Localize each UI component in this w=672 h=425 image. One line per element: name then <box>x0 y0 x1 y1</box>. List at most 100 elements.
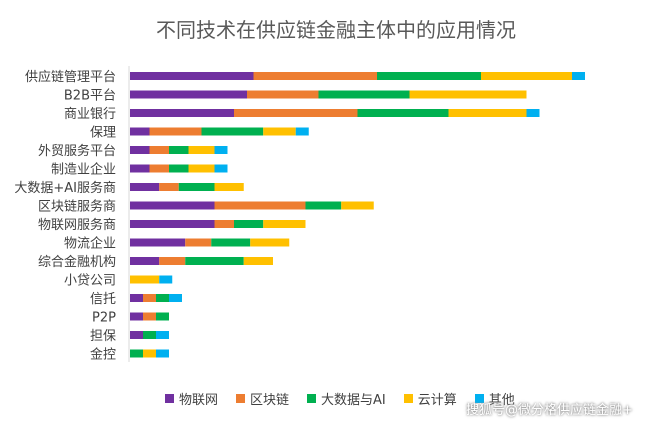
legend: 物联网 区块链 大数据与AI 云计算 其他 <box>165 389 515 408</box>
category-label: B2B平台 <box>64 89 116 104</box>
bar-segment <box>263 127 296 136</box>
bar-segment <box>130 90 247 99</box>
bar-segment <box>214 164 228 173</box>
bar-segment <box>130 331 143 339</box>
bar-segment <box>295 127 309 136</box>
bars-group <box>130 72 585 358</box>
category-label: 大数据+AI服务商 <box>14 180 116 196</box>
bar-segment <box>130 164 150 173</box>
legend-swatch <box>307 394 317 403</box>
legend-item: 物联网 <box>165 389 218 408</box>
category-label: 区块链服务商 <box>38 199 116 215</box>
bar-segment <box>448 109 527 117</box>
category-labels: 供应链管理平台 B2B平台商业银行保理外贸服务平台制造业企业大数据+AI服务商区块… <box>14 69 116 363</box>
bar-segment <box>143 331 156 339</box>
legend-swatch <box>403 394 413 403</box>
bar-segment <box>572 72 585 80</box>
bar-segment <box>409 90 527 99</box>
category-label: 商业银行 <box>64 107 116 122</box>
bar-segment <box>149 127 202 136</box>
bar-segment <box>169 146 189 154</box>
category-label: 信托 <box>90 292 116 307</box>
bar-segment <box>159 275 173 284</box>
bar-segment <box>130 238 186 247</box>
bar-segment <box>159 183 179 191</box>
chart-title: 不同技术在供应链金融主体中的应用情况 <box>156 18 516 42</box>
category-label: 小贷公司 <box>64 274 116 289</box>
category-label: 担保 <box>90 329 116 344</box>
bar-segment <box>526 109 540 117</box>
bar-segment <box>234 109 358 117</box>
category-label: 物流企业 <box>64 236 116 252</box>
bar-segment <box>143 349 156 358</box>
bar-segment <box>263 220 306 228</box>
bar-segment <box>214 146 228 154</box>
bar-segment <box>188 146 215 154</box>
bar-segment <box>130 109 234 117</box>
bar-segment <box>130 220 215 228</box>
bar-segment <box>149 146 169 154</box>
bar-segment <box>214 201 306 210</box>
bar-segment <box>234 220 264 228</box>
bar-segment <box>201 127 264 136</box>
legend-item: 大数据与AI <box>307 389 386 408</box>
legend-label: 区块链 <box>250 393 290 408</box>
legend-item: 区块链 <box>236 389 289 408</box>
category-label: 制造业企业 <box>51 162 116 178</box>
legend-label: 云计算 <box>417 393 457 408</box>
legend-swatch <box>236 394 246 403</box>
legend-item: 云计算 <box>403 389 457 408</box>
bar-segment <box>143 312 156 321</box>
category-label: 物联网服务商 <box>38 217 116 233</box>
bar-segment <box>156 294 169 302</box>
bar-segment <box>169 164 189 173</box>
bar-segment <box>130 127 150 136</box>
legend-label: 物联网 <box>179 393 219 408</box>
bar-segment <box>243 257 273 265</box>
legend-item: 其他 <box>474 389 515 408</box>
watermark: 搜狐号@微分格供应链金融+ <box>466 403 633 418</box>
bar-segment <box>247 90 319 99</box>
bar-segment <box>130 275 160 284</box>
bar-segment <box>185 257 244 265</box>
bar-segment <box>156 312 169 321</box>
bar-segment <box>130 312 143 321</box>
bar-segment <box>178 183 215 191</box>
category-label: P2P <box>92 311 116 326</box>
bar-segment <box>159 257 186 265</box>
bar-segment <box>357 109 449 117</box>
bar-segment <box>130 349 143 358</box>
category-label: 供应链管理平台 <box>25 69 116 85</box>
bar-segment <box>130 257 160 265</box>
bar-segment <box>156 349 169 358</box>
legend-swatch <box>165 394 174 403</box>
category-label: 外贸服务平台 <box>38 143 116 159</box>
bar-segment <box>211 238 251 247</box>
category-label: 金控 <box>90 347 116 363</box>
bar-segment <box>318 90 410 99</box>
legend-label: 大数据与AI <box>321 393 386 408</box>
bar-segment <box>214 183 244 191</box>
bar-segment <box>169 294 182 302</box>
bar-segment <box>130 146 150 154</box>
category-label: 综合金融机构 <box>38 254 116 270</box>
bar-segment <box>341 201 374 210</box>
bar-segment <box>305 201 342 210</box>
bar-segment <box>185 238 212 247</box>
bar-segment <box>253 72 377 80</box>
bar-segment <box>188 164 215 173</box>
bar-segment <box>130 201 215 210</box>
bar-segment <box>481 72 572 80</box>
bar-segment <box>143 294 156 302</box>
bar-segment <box>214 220 234 228</box>
bar-segment <box>130 183 160 191</box>
legend-swatch <box>474 394 484 403</box>
bar-segment <box>149 164 169 173</box>
bar-segment <box>130 72 254 80</box>
legend-label: 其他 <box>488 393 515 408</box>
bar-segment <box>250 238 290 247</box>
category-label: 保理 <box>90 126 116 141</box>
bar-segment <box>156 331 169 339</box>
bar-segment <box>130 294 143 302</box>
